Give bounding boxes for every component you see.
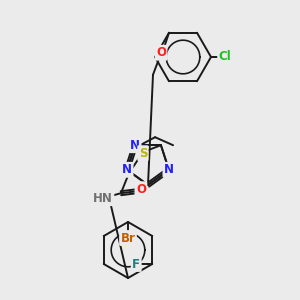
- Text: N: N: [130, 139, 140, 152]
- Text: Br: Br: [121, 232, 135, 244]
- Text: S: S: [139, 147, 147, 160]
- Text: Cl: Cl: [219, 50, 231, 64]
- Text: N: N: [122, 163, 132, 176]
- Text: O: O: [136, 183, 146, 196]
- Text: O: O: [156, 46, 166, 59]
- Text: N: N: [164, 163, 174, 176]
- Text: F: F: [132, 257, 140, 271]
- Text: HN: HN: [93, 192, 113, 205]
